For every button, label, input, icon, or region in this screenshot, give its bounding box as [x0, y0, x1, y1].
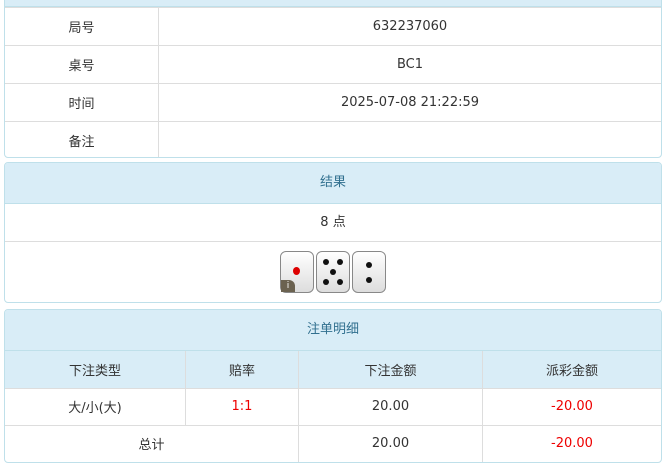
round-info-panel: 局号 632237060 桌号 BC1 时间 2025-07-08 21:22:59 … — [4, 0, 662, 158]
total-payout: -20.00 — [482, 424, 661, 462]
bet-detail-title: 注单明细 — [5, 310, 661, 351]
info-row-table: 桌号 BC1 — [5, 45, 661, 84]
table-row: 大/小(大) 1:1 20.00 -20.00 — [5, 387, 661, 426]
column-header: 派彩金额 — [482, 351, 661, 389]
odds: 1:1 — [185, 387, 299, 426]
value — [158, 121, 661, 157]
total-amount: 20.00 — [298, 424, 483, 462]
label: 时间 — [5, 83, 159, 122]
info-row-round: 局号 632237060 — [5, 7, 661, 46]
total-row: 总计 20.00 -20.00 — [5, 424, 661, 462]
total-label: 总计 — [5, 424, 299, 462]
bet-type: 大/小(大) — [5, 387, 186, 426]
result-title: 结果 — [5, 163, 661, 204]
column-header: 下注金额 — [298, 351, 483, 389]
table-header-row: 下注类型 赔率 下注金额 派彩金额 — [5, 351, 661, 389]
die-1-icon: i — [280, 251, 314, 293]
die-2-icon — [352, 251, 386, 293]
value: 2025-07-08 21:22:59 — [158, 83, 661, 122]
column-header: 下注类型 — [5, 351, 186, 389]
result-points: 8 点 — [5, 204, 661, 242]
die-5-icon — [316, 251, 350, 293]
bet-amount: 20.00 — [298, 387, 483, 426]
info-badge-icon[interactable]: i — [281, 280, 295, 292]
dice-row: i — [5, 242, 661, 302]
result-panel: 结果 8 点 i — [4, 162, 662, 303]
column-header: 赔率 — [185, 351, 299, 389]
info-row-note: 备注 — [5, 121, 661, 157]
panel-header — [5, 0, 661, 7]
value: BC1 — [158, 45, 661, 84]
value: 632237060 — [158, 7, 661, 46]
label: 备注 — [5, 121, 159, 157]
payout: -20.00 — [482, 387, 661, 426]
info-row-time: 时间 2025-07-08 21:22:59 — [5, 83, 661, 122]
label: 局号 — [5, 7, 159, 46]
label: 桌号 — [5, 45, 159, 84]
bet-detail-panel: 注单明细 下注类型 赔率 下注金额 派彩金额 大/小(大) 1:1 20.00 … — [4, 309, 662, 463]
